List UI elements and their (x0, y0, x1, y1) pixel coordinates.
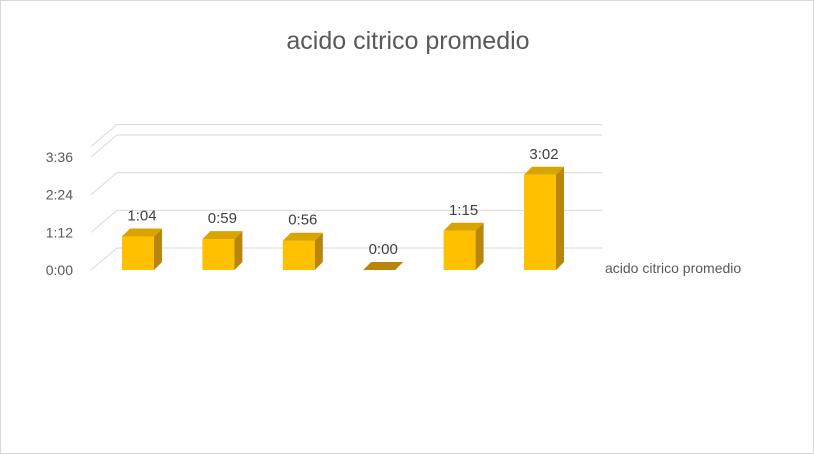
bar-top (524, 166, 564, 175)
data-label: 1:15 (449, 202, 478, 219)
bar-top-flat (363, 262, 404, 270)
bar-top (282, 232, 323, 241)
bar-front (202, 239, 235, 270)
y-tick-label: 3:36 (46, 149, 73, 165)
gridline-top (90, 124, 602, 147)
bar (282, 232, 323, 270)
bar-side (314, 232, 323, 270)
y-tick-label: 2:24 (46, 187, 73, 203)
gridline (90, 247, 602, 271)
bar-side (556, 166, 564, 270)
data-label: 0:00 (369, 241, 398, 258)
bar-front (443, 230, 476, 270)
bar-side (154, 228, 162, 270)
data-label: 1:04 (127, 208, 156, 225)
bar-side (475, 222, 484, 270)
bar (122, 228, 162, 270)
bar-front (122, 236, 154, 270)
bar-top (122, 228, 162, 237)
gridline (90, 172, 602, 196)
bar-top (443, 222, 484, 231)
bar (443, 222, 484, 270)
data-label: 0:59 (208, 210, 237, 227)
bar-side (234, 231, 243, 270)
bar (524, 166, 564, 270)
gridline (90, 134, 602, 158)
y-tick-label: 1:12 (46, 224, 73, 240)
gridline (90, 209, 602, 233)
bar-front (524, 174, 556, 270)
bar-top (202, 231, 243, 240)
data-label: 0:56 (288, 212, 317, 229)
data-label: 3:02 (529, 146, 558, 163)
bar (202, 231, 243, 270)
bar-front (282, 240, 315, 270)
chart-title: acido citrico promedio (286, 27, 530, 55)
y-tick-label: 0:00 (46, 262, 73, 278)
series-label: acido citrico promedio (605, 260, 741, 276)
bar (363, 262, 404, 270)
